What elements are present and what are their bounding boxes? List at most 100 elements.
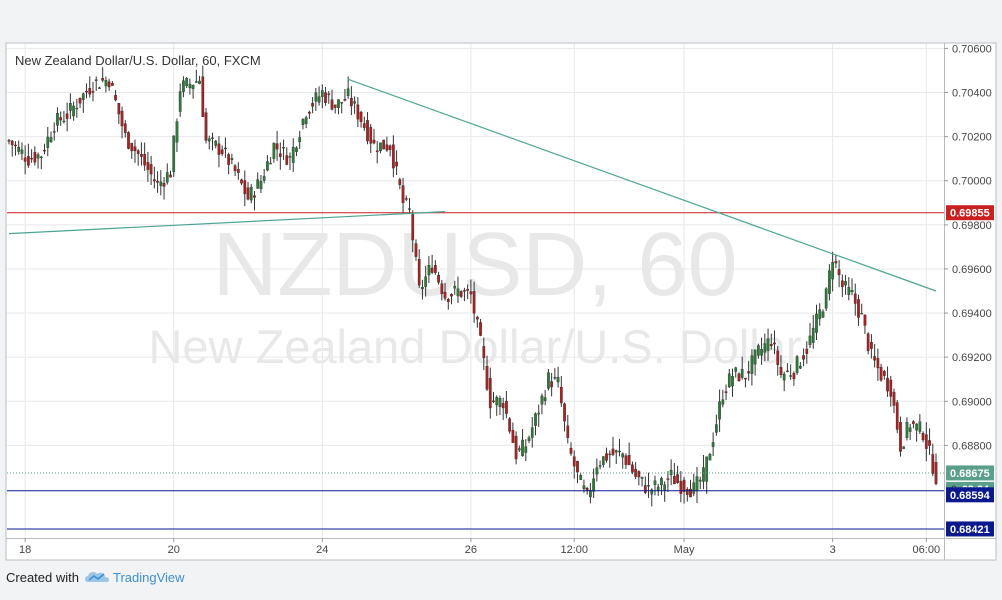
candle-body — [776, 350, 780, 365]
candle-body — [488, 378, 492, 409]
candle-body — [608, 453, 612, 456]
candle-body — [614, 450, 618, 453]
tradingview-link[interactable]: TradingView — [84, 569, 185, 585]
candle-body — [808, 335, 812, 345]
candle-body — [669, 469, 673, 476]
candle-body — [692, 482, 696, 494]
candle-body — [905, 422, 909, 438]
candle-body — [56, 113, 59, 126]
candle-body — [343, 98, 347, 101]
candle-body — [272, 143, 276, 159]
candle-body — [372, 139, 376, 144]
candle-body — [23, 157, 27, 162]
candle-body — [369, 127, 373, 144]
last-price-marker-bg — [946, 465, 994, 481]
candle-body — [456, 288, 460, 297]
candle-body — [779, 366, 783, 375]
candle-body — [94, 79, 98, 81]
candle-body — [401, 185, 405, 203]
price-tick-label: 0.69400 — [952, 308, 992, 320]
candle-body — [744, 377, 747, 380]
candle-body — [337, 99, 340, 108]
candle-body — [20, 149, 24, 154]
candle-body — [750, 355, 754, 374]
candle-body — [217, 143, 221, 155]
candle-body — [530, 427, 534, 438]
candle-body — [589, 490, 592, 498]
candle-body — [773, 342, 776, 345]
candle-body — [559, 386, 563, 404]
candle-body — [931, 454, 935, 474]
time-tick-label: May — [674, 544, 695, 556]
candle-body — [211, 137, 214, 139]
candle-body — [346, 88, 350, 96]
candle-body — [27, 156, 30, 166]
candle-body — [547, 372, 550, 389]
candle-body — [495, 397, 499, 406]
time-axis[interactable]: 18 20 24 26 12:00 May 3 06:00 — [19, 538, 940, 556]
candle-body — [475, 316, 479, 320]
candle-body — [33, 152, 37, 163]
candle-body — [811, 327, 815, 343]
candle-body — [556, 377, 560, 383]
candle-body — [601, 456, 605, 465]
candle-body — [417, 259, 421, 286]
candle-body — [327, 93, 331, 95]
candle-body — [860, 313, 864, 315]
candle-body — [760, 349, 763, 356]
candle-body — [233, 165, 237, 172]
candle-body — [236, 169, 240, 173]
candle-body — [130, 143, 134, 152]
candle-body — [572, 456, 576, 467]
candle-body — [563, 403, 566, 422]
candle-body — [857, 299, 860, 318]
candle-body — [569, 447, 573, 454]
candle-body — [789, 375, 793, 377]
candle-body — [508, 418, 511, 432]
candle-body — [621, 453, 625, 458]
level-marker-red-label: 0.69855 — [950, 208, 990, 220]
candle-body — [847, 287, 851, 296]
candle-body — [650, 489, 654, 495]
price-tick-label: 0.70400 — [952, 88, 992, 100]
candle-body — [288, 156, 292, 158]
candle-body — [540, 395, 544, 405]
candle-body — [485, 366, 489, 390]
candle-body — [640, 476, 644, 479]
candle-body — [275, 143, 279, 150]
candle-body — [240, 179, 243, 184]
candle-body — [815, 313, 818, 333]
candle-body — [278, 153, 282, 157]
candle-body — [262, 176, 266, 181]
price-tick-label: 0.70200 — [952, 132, 992, 144]
candle-body — [834, 261, 838, 264]
candle-body — [705, 456, 709, 482]
candle-body — [395, 161, 398, 167]
tradingview-brand: TradingView — [112, 569, 185, 585]
candle-body — [798, 365, 802, 369]
candle-body — [902, 446, 906, 449]
time-tick-label: 18 — [19, 544, 31, 556]
candle-body — [718, 401, 721, 420]
price-axis[interactable]: 0.70600 0.70400 0.70200 0.70000 0.69800 0.696… — [944, 43, 992, 452]
candle-body — [143, 154, 147, 166]
candle-body — [411, 214, 415, 241]
candle-body — [769, 343, 773, 347]
candle-body — [301, 119, 305, 125]
candle-body — [204, 112, 208, 141]
candle-body — [191, 85, 195, 90]
candle-body — [605, 453, 608, 461]
candle-body — [595, 467, 599, 475]
candle-body — [828, 270, 831, 294]
candle-body — [459, 291, 463, 297]
candle-body — [840, 280, 844, 288]
candle-body — [46, 136, 50, 148]
candle-body — [479, 322, 482, 336]
created-with-label: Created with — [6, 569, 79, 585]
candle-body — [440, 283, 444, 295]
level-marker-blue-bg — [946, 521, 994, 537]
candle-body — [430, 267, 434, 273]
candle-body — [521, 439, 524, 457]
candle-body — [246, 187, 250, 200]
